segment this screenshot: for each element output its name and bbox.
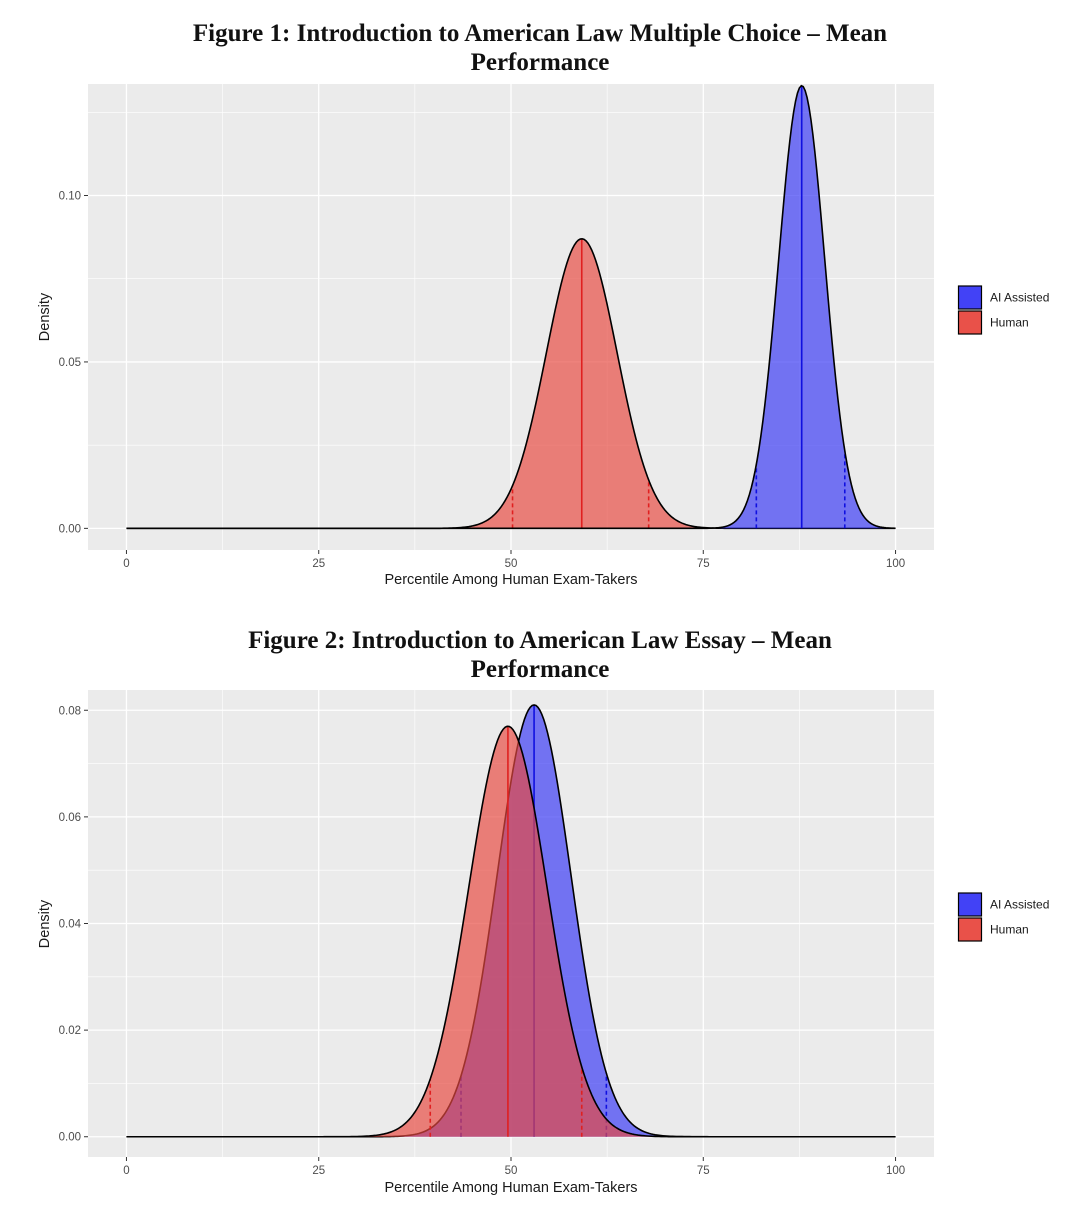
fig1-legend-key-ai-assisted (957, 285, 983, 310)
fig2-y-tick-label: 0.02 (59, 1025, 81, 1037)
fig1-x-axis-title: Percentile Among Human Exam-Takers (384, 572, 637, 588)
figure-1-title-line-1: Figure 1: Introduction to American Law M… (192, 20, 888, 47)
fig2-y-tick-label: 0.00 (59, 1132, 81, 1144)
figure-2-title-line-1: Figure 2: Introduction to American Law E… (248, 627, 832, 654)
fig1-ai-assisted-density-area (126, 85, 896, 529)
fig2-x-axis-title: Percentile Among Human Exam-Takers (384, 1180, 637, 1196)
fig1-x-tick-label: 100 (886, 558, 905, 570)
fig1-x-tick-label: 50 (505, 558, 518, 570)
fig1-legend-label-human: Human (990, 316, 1029, 330)
fig2-x-tick-label: 50 (505, 1165, 518, 1177)
fig2-y-tick-label: 0.04 (59, 919, 82, 931)
fig2-legend-label-human: Human (990, 923, 1029, 937)
fig1-y-tick-label: 0.00 (59, 523, 81, 535)
fig2-legend-key-ai-assisted (957, 892, 983, 917)
fig2-legend-label-ai-assisted: AI Assisted (990, 898, 1049, 912)
fig2-x-tick-label: 100 (886, 1165, 905, 1177)
figure-1-title-line-2: Performance (470, 49, 610, 76)
fig2-x-tick-label: 75 (697, 1165, 710, 1177)
fig1-y-axis-title: Density (37, 292, 53, 341)
fig2-legend-key-human (957, 917, 983, 942)
fig2-y-tick-label: 0.06 (59, 812, 81, 824)
fig2-x-tick-label: 25 (312, 1165, 325, 1177)
fig2-x-tick-label: 0 (123, 1165, 129, 1177)
fig1-y-tick-label: 0.05 (59, 357, 81, 369)
fig2-y-tick-label: 0.08 (59, 705, 81, 717)
fig2-human-density-area (126, 726, 896, 1137)
fig1-ai-assisted-density-outline (126, 84, 896, 530)
figure-2-title-line-2: Performance (470, 656, 610, 683)
fig1-y-tick-label: 0.10 (59, 191, 81, 203)
fig1-x-tick-label: 25 (312, 558, 325, 570)
fig1-legend-key-human (957, 310, 983, 335)
fig1-x-tick-label: 0 (123, 558, 129, 570)
fig2-y-axis-title: Density (37, 899, 53, 948)
fig1-legend-label-ai-assisted: AI Assisted (990, 291, 1049, 305)
fig2-human-density-outline (126, 725, 896, 1138)
figure-1-density-chart: 0 25 50 75 100 0.00 0.05 0.10 Percentile Among H… (37, 84, 1049, 588)
fig1-x-tick-label: 75 (697, 558, 710, 570)
